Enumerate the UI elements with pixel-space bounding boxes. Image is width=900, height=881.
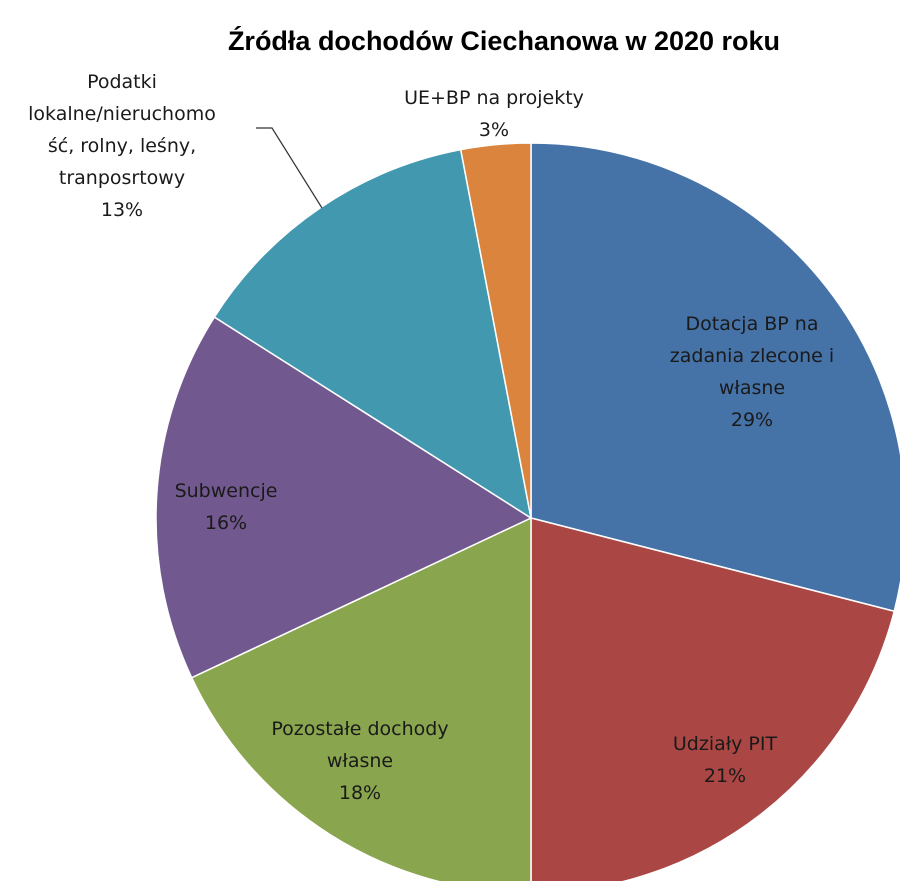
pie-slice (459, 142, 532, 519)
pie-slice (530, 142, 900, 613)
pie-slice (530, 517, 896, 881)
pie-slices (155, 142, 900, 881)
pie-slice (213, 148, 533, 520)
slice-label: Pozostałe dochody własne 18% (271, 718, 448, 804)
slice-label: UE+BP na projekty 3% (404, 87, 584, 141)
pie-slice (155, 316, 533, 679)
label-leader-line (256, 127, 323, 209)
chart-title: Źródła dochodów Ciechanowa w 2020 roku (228, 25, 780, 56)
pie-slice (190, 516, 532, 881)
slice-label: Subwencje 16% (175, 480, 278, 534)
slice-label: Dotacja BP na zadania zlecone i własne 29% (670, 313, 834, 431)
pie-labels: Dotacja BP na zadania zlecone i własne 29% U… (28, 71, 834, 804)
slice-label: Udziały PIT 21% (673, 733, 778, 787)
slice-label: Podatki lokalne/nieruchomo ść, rolny, leśn… (28, 71, 216, 221)
